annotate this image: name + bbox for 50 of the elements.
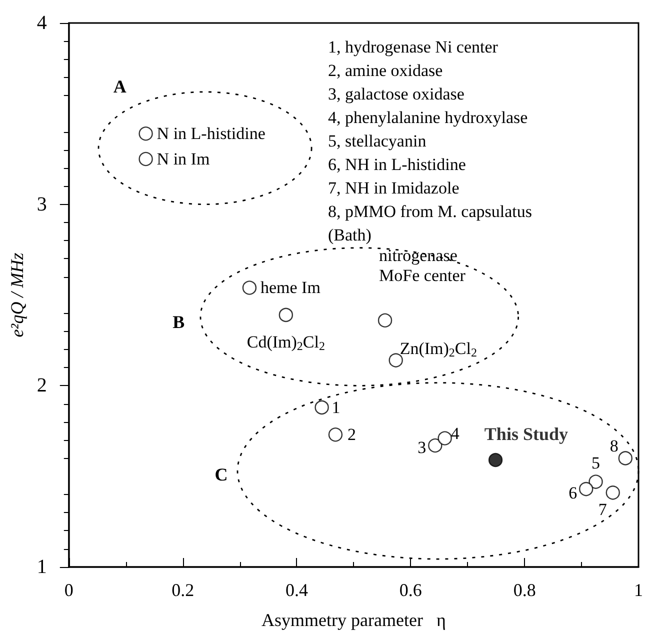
annotation: 2, amine oxidase bbox=[328, 60, 443, 80]
point bbox=[278, 308, 294, 322]
annotation: heme Im bbox=[260, 278, 320, 298]
annotation: N in L-histidine bbox=[156, 124, 266, 144]
annotation: 6 bbox=[568, 484, 578, 503]
annotation: 1 bbox=[332, 398, 340, 417]
y-axis-title: e²qQ / MHz bbox=[7, 252, 27, 338]
point bbox=[242, 280, 257, 295]
point bbox=[378, 313, 392, 328]
annotation: nitrogenase MoFe center bbox=[379, 246, 466, 285]
annotation: 5 bbox=[592, 453, 600, 472]
x-axis-title: Asymmetry parameter η bbox=[262, 610, 446, 630]
y-tick-label: 1 bbox=[36, 556, 47, 578]
point bbox=[428, 438, 442, 453]
annotation: 2 bbox=[347, 425, 356, 444]
x-tick-label: 0 bbox=[64, 580, 74, 600]
annotation: 3 bbox=[418, 438, 426, 458]
y-tick-label: 3 bbox=[36, 193, 47, 216]
y-tick-label: 4 bbox=[36, 12, 47, 34]
x-tick-label: 1 bbox=[634, 580, 643, 600]
point bbox=[138, 152, 153, 166]
annotation: 8 bbox=[610, 436, 618, 456]
x-tick-label: 0.8 bbox=[513, 580, 536, 600]
point bbox=[328, 428, 343, 442]
x-tick-label: 0.2 bbox=[172, 580, 194, 600]
annotation: 4, phenylalanine hydroxylase bbox=[328, 108, 528, 127]
annotation: 7, NH in Imidazole bbox=[328, 178, 460, 198]
annotation: 3, galactose oxidase bbox=[328, 84, 464, 104]
annotation: N in Im bbox=[156, 150, 210, 168]
point bbox=[588, 474, 603, 489]
point bbox=[488, 452, 503, 468]
y-tick-label: 2 bbox=[36, 374, 47, 397]
annotation: 5, stellacyanin bbox=[328, 131, 427, 150]
x-tick-label: 0.4 bbox=[285, 580, 308, 600]
point bbox=[138, 126, 153, 141]
point bbox=[606, 486, 620, 500]
point bbox=[438, 431, 452, 446]
annotation: C bbox=[214, 464, 228, 485]
x-tick-label: 0.6 bbox=[399, 580, 422, 600]
annotation: 7 bbox=[598, 500, 608, 520]
annotation: 8, pMMO from M. capsulatus (Bath) bbox=[328, 202, 536, 244]
point bbox=[579, 482, 594, 496]
point bbox=[314, 400, 329, 415]
annotation: B bbox=[172, 312, 185, 332]
annotation: 4 bbox=[450, 424, 460, 443]
series-label: This Study bbox=[484, 424, 568, 444]
annotation: 6, NH in L-histidine bbox=[328, 154, 466, 174]
annotation: 1, hydrogenase Ni center bbox=[328, 37, 498, 56]
annotation: A bbox=[113, 76, 126, 96]
point bbox=[618, 451, 632, 466]
